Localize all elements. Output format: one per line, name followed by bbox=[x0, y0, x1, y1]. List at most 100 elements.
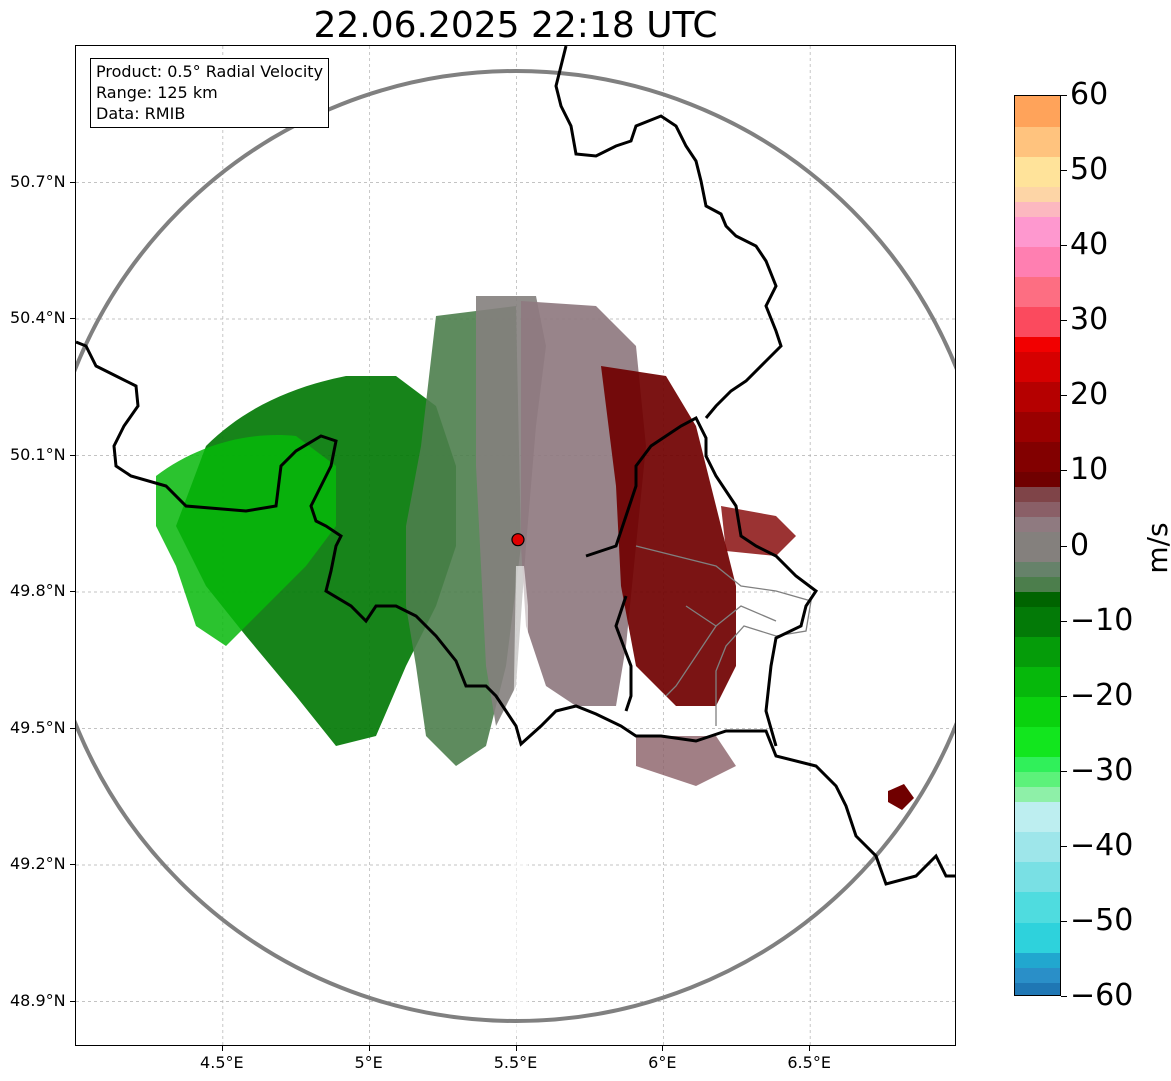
colorbar-band bbox=[1015, 771, 1060, 788]
lon-tick-mark bbox=[368, 1046, 370, 1051]
colorbar-band bbox=[1015, 786, 1060, 803]
radar-map-svg bbox=[76, 46, 955, 1045]
border-belgium-lux-germany bbox=[585, 415, 819, 747]
colorbar-band bbox=[1015, 441, 1060, 472]
colorbar-tick-label: −30 bbox=[1070, 752, 1134, 788]
colorbar-band bbox=[1015, 351, 1060, 382]
lon-tick-label: 5.5°E bbox=[493, 1053, 538, 1072]
colorbar-tick-mark bbox=[1061, 545, 1067, 547]
lon-tick-mark bbox=[662, 1046, 664, 1051]
colorbar-tick-mark bbox=[1061, 920, 1067, 922]
colorbar-band bbox=[1015, 126, 1060, 157]
colorbar-unit-label: m/s bbox=[1141, 522, 1171, 574]
lat-tick-label: 49.2°N bbox=[10, 854, 66, 873]
colorbar-tick-label: 20 bbox=[1070, 377, 1109, 413]
lon-tick-label: 5°E bbox=[354, 1053, 383, 1072]
lat-tick-label: 50.7°N bbox=[10, 171, 66, 191]
colorbar-tick-label: 50 bbox=[1070, 152, 1109, 188]
lat-tick-mark bbox=[70, 181, 75, 183]
colorbar-band bbox=[1015, 921, 1060, 953]
echo-east-dark-red bbox=[601, 366, 736, 706]
colorbar-tick-label: −50 bbox=[1070, 902, 1134, 938]
lat-tick-mark bbox=[70, 727, 75, 729]
lon-tick-mark bbox=[515, 1046, 517, 1051]
colorbar-band bbox=[1015, 156, 1060, 187]
colorbar-tick-label: 40 bbox=[1070, 227, 1109, 263]
colorbar-band bbox=[1015, 501, 1060, 518]
echo-southeast-mauve bbox=[636, 736, 736, 786]
colorbar-band bbox=[1015, 336, 1060, 352]
lon-tick-mark bbox=[221, 1046, 223, 1051]
radar-site-dot bbox=[511, 533, 525, 547]
border-france-belgium-west bbox=[76, 340, 955, 886]
info-range: Range: 125 km bbox=[96, 83, 218, 102]
colorbar-band bbox=[1015, 726, 1060, 758]
colorbar-band bbox=[1015, 861, 1060, 893]
colorbar-band bbox=[1015, 96, 1060, 127]
radar-site-marker[interactable] bbox=[511, 533, 525, 547]
colorbar-band bbox=[1015, 666, 1060, 698]
velocity-colorbar bbox=[1014, 95, 1061, 996]
colorbar-tick-label: −40 bbox=[1070, 827, 1134, 863]
lat-tick-mark bbox=[70, 454, 75, 456]
admin-boundaries bbox=[635, 545, 812, 726]
clutter-spoke-south bbox=[508, 566, 528, 1036]
colorbar-tick-mark bbox=[1061, 845, 1067, 847]
colorbar-band bbox=[1015, 561, 1060, 578]
colorbar-tick-label: 0 bbox=[1070, 527, 1090, 563]
product-info-box: Product: 0.5° Radial Velocity Range: 125… bbox=[90, 58, 330, 128]
colorbar-band bbox=[1015, 576, 1060, 593]
colorbar-tick-label: 10 bbox=[1070, 452, 1109, 488]
colorbar-tick-mark bbox=[1061, 996, 1067, 997]
country-borders bbox=[76, 46, 955, 886]
lat-tick-label: 50.4°N bbox=[10, 308, 66, 327]
colorbar-tick-mark bbox=[1061, 620, 1067, 622]
colorbar-band bbox=[1015, 411, 1060, 442]
colorbar-band bbox=[1015, 276, 1060, 307]
radar-map[interactable]: Product: 0.5° Radial Velocity Range: 125… bbox=[75, 45, 956, 1046]
colorbar-tick-label: 60 bbox=[1070, 77, 1109, 112]
colorbar-band bbox=[1015, 591, 1060, 608]
colorbar-band bbox=[1015, 951, 1060, 968]
lon-tick-label: 6.5°E bbox=[787, 1053, 831, 1072]
lat-tick-label: 48.9°N bbox=[10, 990, 66, 1010]
lon-tick-mark bbox=[809, 1046, 811, 1051]
lat-tick-label: 49.5°N bbox=[10, 717, 66, 737]
lat-tick-mark bbox=[70, 864, 75, 865]
colorbar-band bbox=[1015, 246, 1060, 277]
colorbar-band bbox=[1015, 306, 1060, 337]
colorbar-band bbox=[1015, 486, 1060, 503]
colorbar-band bbox=[1015, 756, 1060, 773]
colorbar-band bbox=[1015, 966, 1060, 983]
colorbar-tick-mark bbox=[1061, 320, 1067, 322]
colorbar-tick-label: −20 bbox=[1070, 677, 1134, 713]
chart-title: 22.06.2025 22:18 UTC bbox=[313, 5, 718, 46]
lat-tick-mark bbox=[70, 591, 75, 592]
colorbar-tick-label: 30 bbox=[1070, 302, 1109, 338]
colorbar-band bbox=[1015, 381, 1060, 412]
colorbar-band bbox=[1015, 981, 1060, 995]
colorbar-tick-mark bbox=[1061, 395, 1067, 397]
colorbar-band bbox=[1015, 216, 1060, 247]
colorbar-band bbox=[1015, 531, 1060, 563]
lat-tick-mark bbox=[70, 1000, 75, 1002]
echo-west-bright-green bbox=[156, 435, 336, 646]
colorbar-band bbox=[1015, 801, 1060, 833]
colorbar-tick-mark bbox=[1061, 470, 1067, 472]
velocity-echoes bbox=[156, 296, 914, 1036]
colorbar-tick-mark bbox=[1061, 245, 1067, 247]
lat-tick-mark bbox=[70, 318, 75, 319]
colorbar-band bbox=[1015, 891, 1060, 923]
colorbar-band bbox=[1015, 636, 1060, 668]
echo-far-east-red-cells bbox=[721, 506, 796, 556]
colorbar-tick-mark bbox=[1061, 770, 1067, 772]
border-germany-north bbox=[554, 46, 783, 419]
colorbar-band bbox=[1015, 471, 1060, 488]
colorbar-band bbox=[1015, 201, 1060, 217]
info-data: Data: RMIB bbox=[96, 104, 186, 123]
lat-tick-label: 50.1°N bbox=[10, 444, 66, 464]
colorbar-band bbox=[1015, 696, 1060, 728]
colorbar-band bbox=[1015, 186, 1060, 202]
lat-tick-label: 49.8°N bbox=[10, 581, 66, 600]
lon-tick-label: 6°E bbox=[648, 1053, 677, 1072]
